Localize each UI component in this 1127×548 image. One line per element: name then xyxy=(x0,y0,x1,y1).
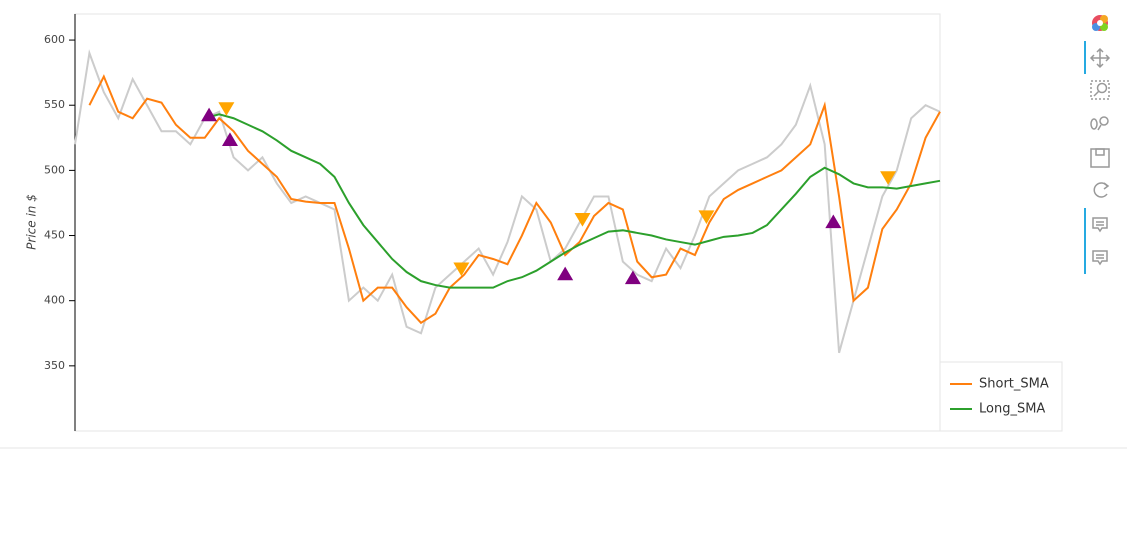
hover-tool[interactable] xyxy=(1092,217,1108,233)
buy-marker xyxy=(201,107,218,122)
y-tick-label: 500 xyxy=(44,163,65,176)
sell-marker xyxy=(453,262,470,277)
box-zoom-tool[interactable] xyxy=(1090,80,1110,100)
reset-tool[interactable] xyxy=(1093,182,1110,198)
y-tick-label: 550 xyxy=(44,98,65,111)
pan-tool[interactable] xyxy=(1089,47,1111,69)
legend-label: Long_SMA xyxy=(979,402,1045,417)
bokeh-logo xyxy=(1092,15,1108,31)
buy-marker xyxy=(557,266,574,281)
plot-frame xyxy=(74,13,941,432)
hover-tool[interactable] xyxy=(1092,250,1108,266)
buy-marker xyxy=(825,214,842,229)
price-line xyxy=(74,49,941,354)
y-tick-label: 600 xyxy=(44,33,65,46)
y-axis-label: Price in $ xyxy=(25,194,39,250)
legend-box xyxy=(939,361,1063,432)
buy-marker xyxy=(624,270,641,285)
sell-marker xyxy=(698,210,715,224)
toolbar xyxy=(1084,15,1111,274)
sma-line xyxy=(88,74,941,325)
sma-line xyxy=(204,113,941,289)
y-tick-label: 350 xyxy=(44,359,65,372)
y-tick-label: 400 xyxy=(44,294,65,307)
sell-marker xyxy=(880,171,897,185)
legend: Short_SMA Long_SMA xyxy=(939,361,1063,432)
sell-marker xyxy=(574,212,591,227)
y-tick-label: 450 xyxy=(44,229,65,242)
wheel-zoom-tool[interactable] xyxy=(1090,116,1109,131)
sell-marker xyxy=(218,102,235,116)
legend-label: Short_SMA xyxy=(979,377,1049,392)
save-tool[interactable] xyxy=(1090,148,1110,168)
buy-marker xyxy=(221,132,238,147)
